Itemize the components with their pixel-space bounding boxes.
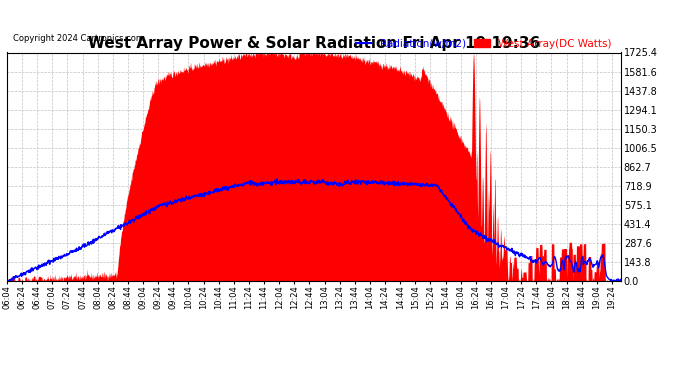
Text: Copyright 2024 Cartronics.com: Copyright 2024 Cartronics.com bbox=[13, 34, 144, 44]
Legend: Radiation(w/m2), West Array(DC Watts): Radiation(w/m2), West Array(DC Watts) bbox=[352, 35, 615, 53]
Title: West Array Power & Solar Radiation Fri Apr 19 19:36: West Array Power & Solar Radiation Fri A… bbox=[88, 36, 540, 51]
